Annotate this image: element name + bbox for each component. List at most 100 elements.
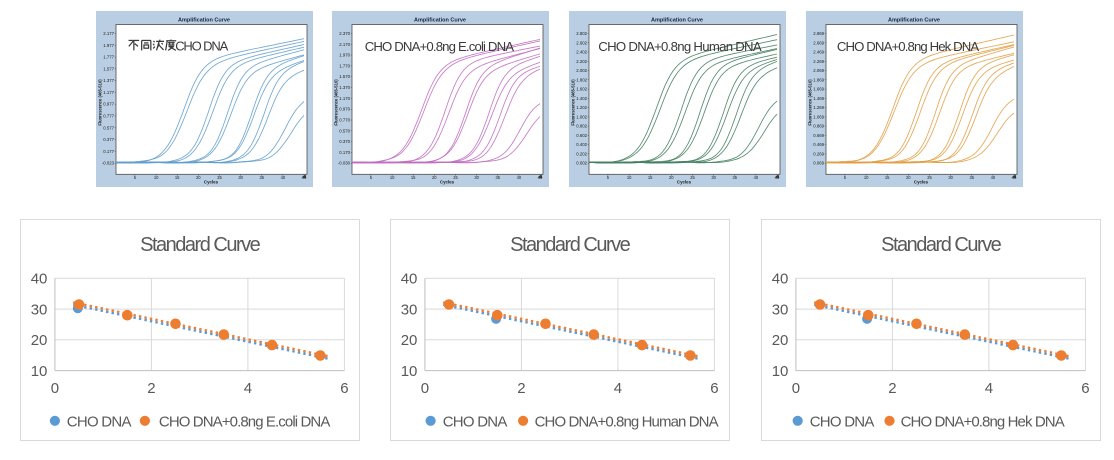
svg-text:30: 30	[948, 175, 953, 180]
svg-text:40: 40	[517, 175, 522, 180]
svg-text:0.170: 0.170	[339, 150, 350, 155]
svg-text:1.170: 1.170	[339, 96, 350, 101]
svg-text:25: 25	[453, 175, 458, 180]
svg-text:10: 10	[401, 363, 418, 380]
svg-text:Fluorescence (465-510): Fluorescence (465-510)	[334, 79, 339, 126]
svg-text:Amplification Curve: Amplification Curve	[414, 17, 466, 23]
svg-text:5: 5	[134, 175, 137, 180]
svg-text:Amplification Curve: Amplification Curve	[651, 17, 703, 23]
svg-text:0: 0	[51, 380, 59, 397]
svg-text:CHO DNA+0.8ng Hek DNA: CHO DNA+0.8ng Hek DNA	[837, 39, 980, 54]
svg-text:1.869: 1.869	[813, 77, 824, 82]
svg-text:1.069: 1.069	[813, 114, 824, 119]
svg-text:1.202: 1.202	[576, 105, 587, 110]
svg-text:Cycles: Cycles	[204, 180, 219, 185]
svg-text:Standard Curve: Standard Curve	[510, 234, 630, 256]
svg-text:2.669: 2.669	[813, 40, 824, 45]
svg-text:40: 40	[31, 271, 48, 288]
svg-text:0.869: 0.869	[813, 124, 824, 129]
svg-text:5: 5	[844, 175, 847, 180]
svg-text:1.970: 1.970	[339, 53, 350, 58]
svg-text:30: 30	[238, 175, 243, 180]
svg-text:1.777: 1.777	[103, 55, 114, 60]
svg-text:Standard Curve: Standard Curve	[881, 234, 1001, 256]
svg-text:2.802: 2.802	[576, 31, 587, 36]
svg-text:2.002: 2.002	[576, 68, 587, 73]
svg-text:5: 5	[607, 175, 610, 180]
svg-text:1.002: 1.002	[576, 114, 587, 119]
svg-text:Amplification Curve: Amplification Curve	[178, 17, 230, 23]
svg-text:1.770: 1.770	[339, 63, 350, 68]
svg-text:25: 25	[690, 175, 695, 180]
svg-text:0.577: 0.577	[103, 125, 114, 130]
svg-text:2.269: 2.269	[813, 59, 824, 64]
svg-text:2.869: 2.869	[813, 31, 824, 36]
svg-text:0: 0	[421, 380, 429, 397]
svg-text:CHO DNA+0.8ng Hek DNA: CHO DNA+0.8ng Hek DNA	[901, 413, 1065, 430]
svg-text:10: 10	[864, 175, 869, 180]
svg-text:0.570: 0.570	[339, 128, 350, 133]
svg-text:15: 15	[885, 175, 890, 180]
svg-text:30: 30	[711, 175, 716, 180]
svg-text:6: 6	[710, 380, 718, 397]
svg-text:25: 25	[217, 175, 222, 180]
svg-text:4: 4	[244, 380, 252, 397]
svg-text:Cycles: Cycles	[440, 180, 455, 185]
svg-text:1.669: 1.669	[813, 87, 824, 92]
svg-text:1.402: 1.402	[576, 96, 587, 101]
svg-text:0.269: 0.269	[813, 151, 824, 156]
svg-text:Fluorescence (465-510): Fluorescence (465-510)	[571, 79, 576, 126]
svg-text:1.802: 1.802	[576, 77, 587, 82]
svg-text:1.269: 1.269	[813, 105, 824, 110]
svg-text:40: 40	[754, 175, 759, 180]
svg-text:CHO DNA: CHO DNA	[175, 38, 228, 53]
svg-text:35: 35	[970, 175, 975, 180]
svg-text:2.202: 2.202	[576, 59, 587, 64]
svg-text:0.002: 0.002	[576, 161, 587, 166]
svg-text:30: 30	[401, 301, 418, 318]
svg-text:20: 20	[772, 332, 789, 349]
svg-text:CHO DNA: CHO DNA	[443, 413, 508, 430]
svg-text:2.069: 2.069	[813, 68, 824, 73]
svg-text:2.469: 2.469	[813, 50, 824, 55]
svg-text:1.577: 1.577	[103, 66, 114, 71]
svg-text:1.602: 1.602	[576, 87, 587, 92]
svg-text:6: 6	[340, 380, 348, 397]
svg-text:2.177: 2.177	[103, 31, 114, 36]
svg-text:6: 6	[1081, 380, 1089, 397]
svg-text:2.170: 2.170	[339, 42, 350, 47]
svg-text:1.570: 1.570	[339, 74, 350, 79]
svg-text:30: 30	[772, 301, 789, 318]
svg-text:10: 10	[31, 363, 48, 380]
svg-text:0.370: 0.370	[339, 139, 350, 144]
svg-text:1.469: 1.469	[813, 96, 824, 101]
svg-text:2.602: 2.602	[576, 40, 587, 45]
svg-text:35: 35	[260, 175, 265, 180]
svg-text:0.970: 0.970	[339, 107, 350, 112]
svg-text:0.802: 0.802	[576, 124, 587, 129]
svg-text:40: 40	[772, 271, 789, 288]
svg-text:-0.030: -0.030	[338, 161, 351, 166]
svg-text:15: 15	[175, 175, 180, 180]
svg-text:0.777: 0.777	[103, 114, 114, 119]
svg-text:CHO DNA+0.8ng Human DNA: CHO DNA+0.8ng Human DNA	[535, 413, 719, 430]
svg-text:2: 2	[147, 380, 155, 397]
svg-text:15: 15	[411, 175, 416, 180]
svg-text:0.977: 0.977	[103, 102, 114, 107]
svg-text:20: 20	[906, 175, 911, 180]
svg-text:Fluorescence (465-510): Fluorescence (465-510)	[808, 79, 813, 126]
svg-text:40: 40	[281, 175, 286, 180]
svg-text:10: 10	[390, 175, 395, 180]
svg-text:35: 35	[733, 175, 738, 180]
svg-text:CHO DNA+0.8ng Human DNA: CHO DNA+0.8ng Human DNA	[598, 39, 762, 54]
svg-text:Standard Curve: Standard Curve	[140, 234, 260, 256]
svg-text:0.669: 0.669	[813, 133, 824, 138]
svg-text:2.402: 2.402	[576, 50, 587, 55]
svg-text:CHO DNA: CHO DNA	[67, 413, 132, 430]
svg-text:20: 20	[669, 175, 674, 180]
svg-text:35: 35	[496, 175, 501, 180]
svg-text:0.069: 0.069	[813, 161, 824, 166]
svg-text:30: 30	[474, 175, 479, 180]
svg-text:0.602: 0.602	[576, 133, 587, 138]
svg-text:0.377: 0.377	[103, 137, 114, 142]
